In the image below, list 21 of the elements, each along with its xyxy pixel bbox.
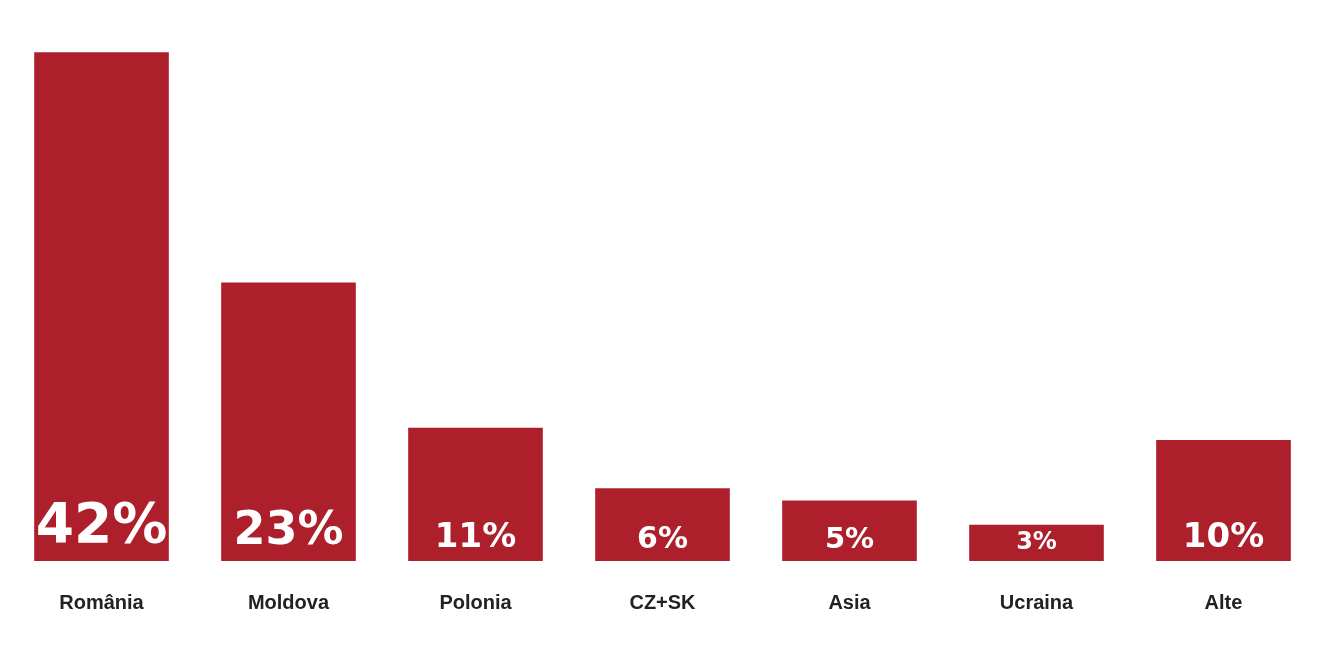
x-tick-label: România — [59, 590, 145, 613]
data-label: 42% — [35, 490, 168, 555]
bar — [34, 52, 169, 561]
x-tick-label: CZ+SK — [629, 590, 697, 613]
x-tick-label: Alte — [1204, 590, 1243, 613]
data-label: 6% — [637, 519, 688, 555]
data-label: 5% — [824, 521, 875, 556]
data-label: 3% — [1016, 527, 1057, 556]
bar — [969, 524, 1104, 561]
bar — [595, 488, 730, 561]
data-label: 11% — [434, 514, 517, 555]
bar — [1156, 439, 1291, 561]
x-tick-label: Ucraina — [999, 590, 1075, 613]
data-label: 23% — [233, 500, 344, 555]
data-label: 10% — [1182, 514, 1265, 555]
x-tick-label: Polonia — [439, 590, 513, 613]
x-tick-label: Asia — [828, 590, 872, 613]
x-tick-label: Moldova — [247, 590, 330, 613]
bar — [408, 427, 543, 561]
bar — [221, 282, 356, 561]
bar — [782, 500, 917, 561]
